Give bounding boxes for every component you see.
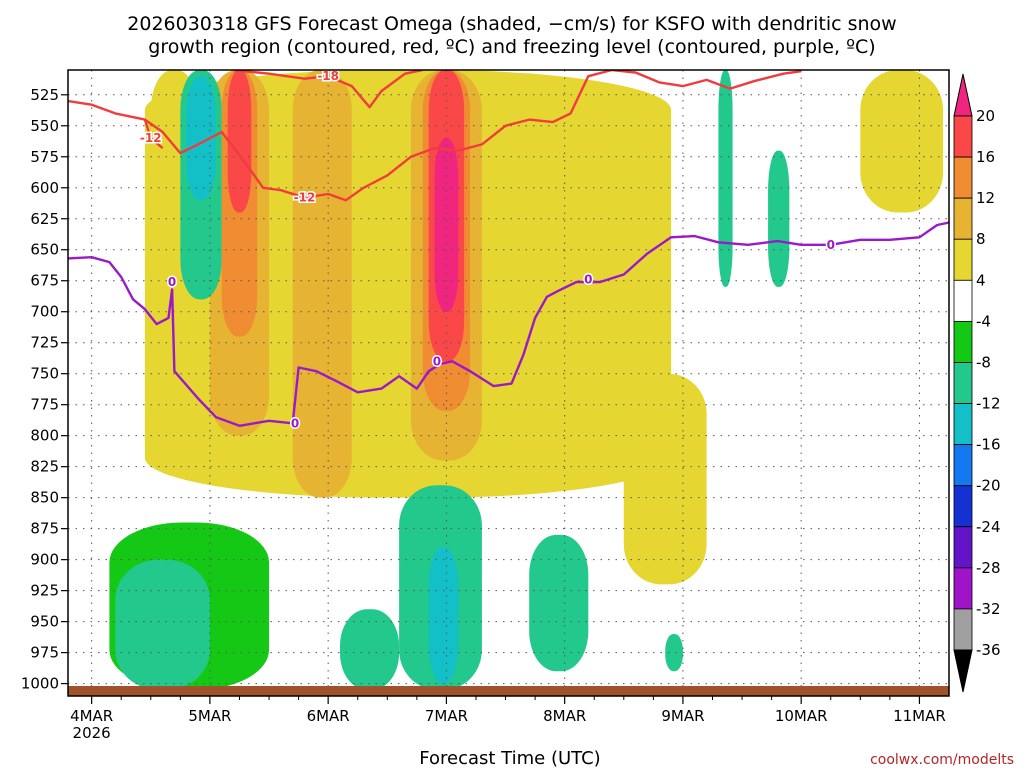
omega-region-core-5mar-16 xyxy=(227,70,252,213)
dendritic-contour-2 xyxy=(143,119,164,150)
colorbar-label--24: -24 xyxy=(976,518,1001,536)
colorbar: 20 16 12 8 4 -4 -8 -12 -16 -20 -24 -28 -32 -36 xyxy=(953,73,1001,693)
freezing-level-contour xyxy=(68,221,949,427)
colorbar-swatch-5 xyxy=(953,320,973,363)
y-tick-label-575: 575 xyxy=(30,148,59,166)
dendritic-contour-0 xyxy=(68,70,802,202)
y-tick-label-550: 550 xyxy=(30,117,59,135)
dendritic-contour-1 xyxy=(233,70,424,109)
omega-region-low-9mar-8 xyxy=(665,634,683,672)
colorbar-label--20: -20 xyxy=(976,477,1001,495)
colorbar-label-8: 8 xyxy=(976,230,986,248)
colorbar-label-4: 4 xyxy=(976,271,986,289)
credit-text: coolwx.com/modelts xyxy=(870,752,1014,768)
dendritic-contour-label-0: -12 xyxy=(294,191,316,205)
colorbar-label-20: 20 xyxy=(976,107,995,125)
y-tick-label-875: 875 xyxy=(30,520,59,538)
colorbar-label--4: -4 xyxy=(976,312,991,330)
plot-frame xyxy=(67,69,950,697)
y-tick-label-700: 700 xyxy=(30,303,59,321)
y-tick-label-800: 800 xyxy=(30,427,59,445)
colorbar-swatch-9 xyxy=(953,485,973,528)
contour-lines: -12 -18 -12 0 0 0 0 0 xyxy=(68,69,949,432)
freezing-level-label-4: 0 xyxy=(827,238,835,252)
x-tick-label-7MAR: 7MAR xyxy=(425,707,468,725)
colorbar-swatch-7 xyxy=(953,403,973,446)
colorbar-swatch-10 xyxy=(953,526,973,569)
freezing-level-label-0: 0 xyxy=(168,275,176,289)
y-tick-label-1000: 1000 xyxy=(21,675,59,693)
colorbar-label--8: -8 xyxy=(976,353,991,371)
colorbar-label--12: -12 xyxy=(976,395,1001,413)
y-axis: 525 550 575 600 625 650 675 700 725 750 775 800 825 8… xyxy=(21,86,68,693)
colorbar-label--32: -32 xyxy=(976,600,1001,618)
x-tick-label-5MAR: 5MAR xyxy=(188,707,231,725)
colorbar-swatch-12 xyxy=(953,608,973,651)
y-tick-label-925: 925 xyxy=(30,582,59,600)
omega-region-sink-10mar-8 xyxy=(768,150,790,287)
x-tick-label-11MAR: 11MAR xyxy=(893,707,946,725)
x-tick-sublabel-4MAR: 2026 xyxy=(73,724,111,742)
y-tick-label-675: 675 xyxy=(30,272,59,290)
omega-region-band-9mar-4 xyxy=(623,373,707,585)
colorbar-swatch-1 xyxy=(953,156,973,199)
x-tick-label-9MAR: 9MAR xyxy=(661,707,704,725)
y-tick-label-600: 600 xyxy=(30,179,59,197)
x-tick-label-10MAR: 10MAR xyxy=(775,707,828,725)
y-tick-label-650: 650 xyxy=(30,241,59,259)
colorbar-bottom-arrow xyxy=(953,649,973,693)
y-tick-label-625: 625 xyxy=(30,210,59,228)
x-axis-label: Forecast Time (UTC) xyxy=(419,748,600,768)
y-tick-label-850: 850 xyxy=(30,489,59,507)
x-tick-label-8MAR: 8MAR xyxy=(543,707,586,725)
omega-region-ne-spots-4 xyxy=(860,70,944,213)
colorbar-swatch-0 xyxy=(953,115,973,158)
colorbar-label--36: -36 xyxy=(976,641,1001,659)
colorbar-swatch-3 xyxy=(953,238,973,281)
omega-region-core-7mar-20 xyxy=(434,138,459,312)
omega-region-upper-broad-4 xyxy=(144,70,672,498)
y-tick-label-825: 825 xyxy=(30,458,59,476)
omega-region-core-6mar-8 xyxy=(292,70,352,498)
omega-region-low-7mar-12 xyxy=(428,547,459,684)
colorbar-swatch-11 xyxy=(953,567,973,610)
chart-title-line-2: growth region (contoured, red, ºC) and f… xyxy=(148,36,875,58)
omega-region-low-6mar-8 xyxy=(339,609,400,690)
y-tick-label-525: 525 xyxy=(30,86,59,104)
x-tick-label-4MAR: 4MAR xyxy=(70,707,113,725)
colorbar-label--16: -16 xyxy=(976,436,1001,454)
colorbar-label-12: 12 xyxy=(976,189,995,207)
omega-region-low-5mar-8 xyxy=(115,559,210,690)
y-tick-label-725: 725 xyxy=(30,334,59,352)
colorbar-swatch-4 xyxy=(953,279,973,322)
y-tick-label-950: 950 xyxy=(30,613,59,631)
y-tick-label-975: 975 xyxy=(30,644,59,662)
omega-shading xyxy=(109,70,944,690)
dendritic-contour-label-2: -12 xyxy=(140,131,162,145)
y-tick-label-750: 750 xyxy=(30,365,59,383)
dendritic-contour-label-1: -18 xyxy=(317,69,339,83)
omega-region-sink-9mar-8 xyxy=(718,70,733,287)
colorbar-label--28: -28 xyxy=(976,559,1001,577)
x-tick-label-6MAR: 6MAR xyxy=(307,707,350,725)
colorbar-swatch-8 xyxy=(953,444,973,487)
freezing-level-label-1: 0 xyxy=(291,416,299,430)
colorbar-swatch-2 xyxy=(953,197,973,240)
freezing-level-label-2: 0 xyxy=(433,354,441,368)
chart-title-line-1: 2026030318 GFS Forecast Omega (shaded, −… xyxy=(127,13,896,35)
y-tick-label-900: 900 xyxy=(30,551,59,569)
omega-region-sink-5mar-12 xyxy=(186,76,216,201)
colorbar-label-16: 16 xyxy=(976,148,995,166)
freezing-level-label-3: 0 xyxy=(584,272,592,286)
plot-area: -12 -18 -12 0 0 0 0 0 xyxy=(67,69,950,697)
y-tick-label-775: 775 xyxy=(30,396,59,414)
omega-region-low-8mar-8 xyxy=(529,534,589,672)
colorbar-swatch-6 xyxy=(953,362,973,404)
colorbar-top-arrow xyxy=(953,73,973,117)
ground-surface xyxy=(68,686,949,696)
